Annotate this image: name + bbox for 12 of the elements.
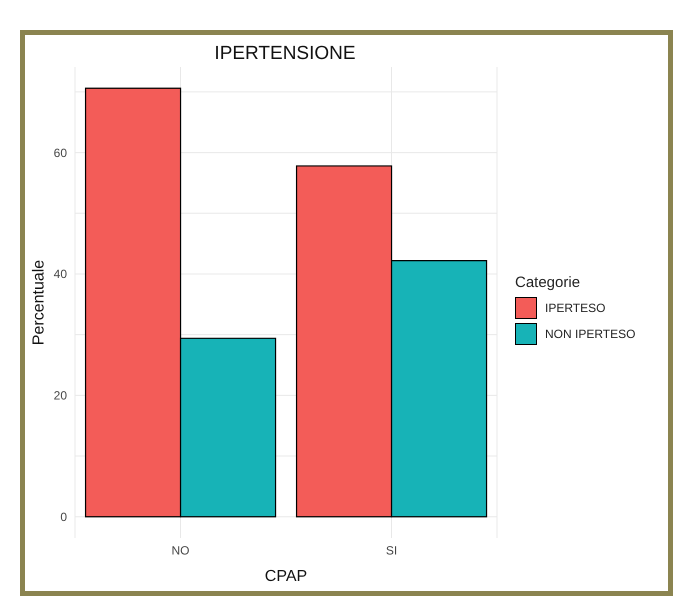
y-tick-label: 60 xyxy=(54,146,68,160)
x-tick-label: NO xyxy=(172,544,190,558)
x-tick-label: SI xyxy=(386,544,398,558)
legend-label: IPERTESO xyxy=(545,301,606,315)
y-tick-label: 20 xyxy=(54,388,68,403)
x-axis-title: CPAP xyxy=(264,568,308,585)
legend-label: NON IPERTESO xyxy=(545,327,636,341)
legend-title: Categorie xyxy=(515,274,582,291)
y-tick-label: 40 xyxy=(54,267,68,282)
y-tick-label: 0 xyxy=(60,510,68,524)
chart-title: IPERTENSIONE xyxy=(213,43,357,65)
y-axis-title: Percentuale xyxy=(30,260,48,346)
